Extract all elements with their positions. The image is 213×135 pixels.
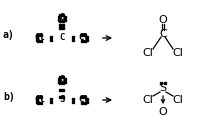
Text: Cl: Cl [173, 95, 183, 105]
Text: S: S [59, 95, 65, 104]
Text: Cl: Cl [35, 33, 45, 43]
Text: O: O [159, 107, 167, 117]
Text: Cl: Cl [142, 48, 153, 58]
Text: a): a) [3, 30, 15, 40]
Text: b): b) [3, 92, 15, 102]
Text: Cl: Cl [79, 95, 89, 104]
Text: S: S [160, 83, 167, 93]
Text: C: C [159, 29, 167, 39]
Text: Cl: Cl [79, 33, 89, 43]
Text: O: O [59, 75, 65, 85]
Text: O: O [159, 15, 167, 25]
Text: Cl: Cl [142, 95, 153, 105]
Text: O: O [59, 14, 65, 23]
Text: Cl: Cl [35, 95, 45, 104]
Text: Cl: Cl [173, 48, 183, 58]
Text: C: C [59, 33, 65, 43]
